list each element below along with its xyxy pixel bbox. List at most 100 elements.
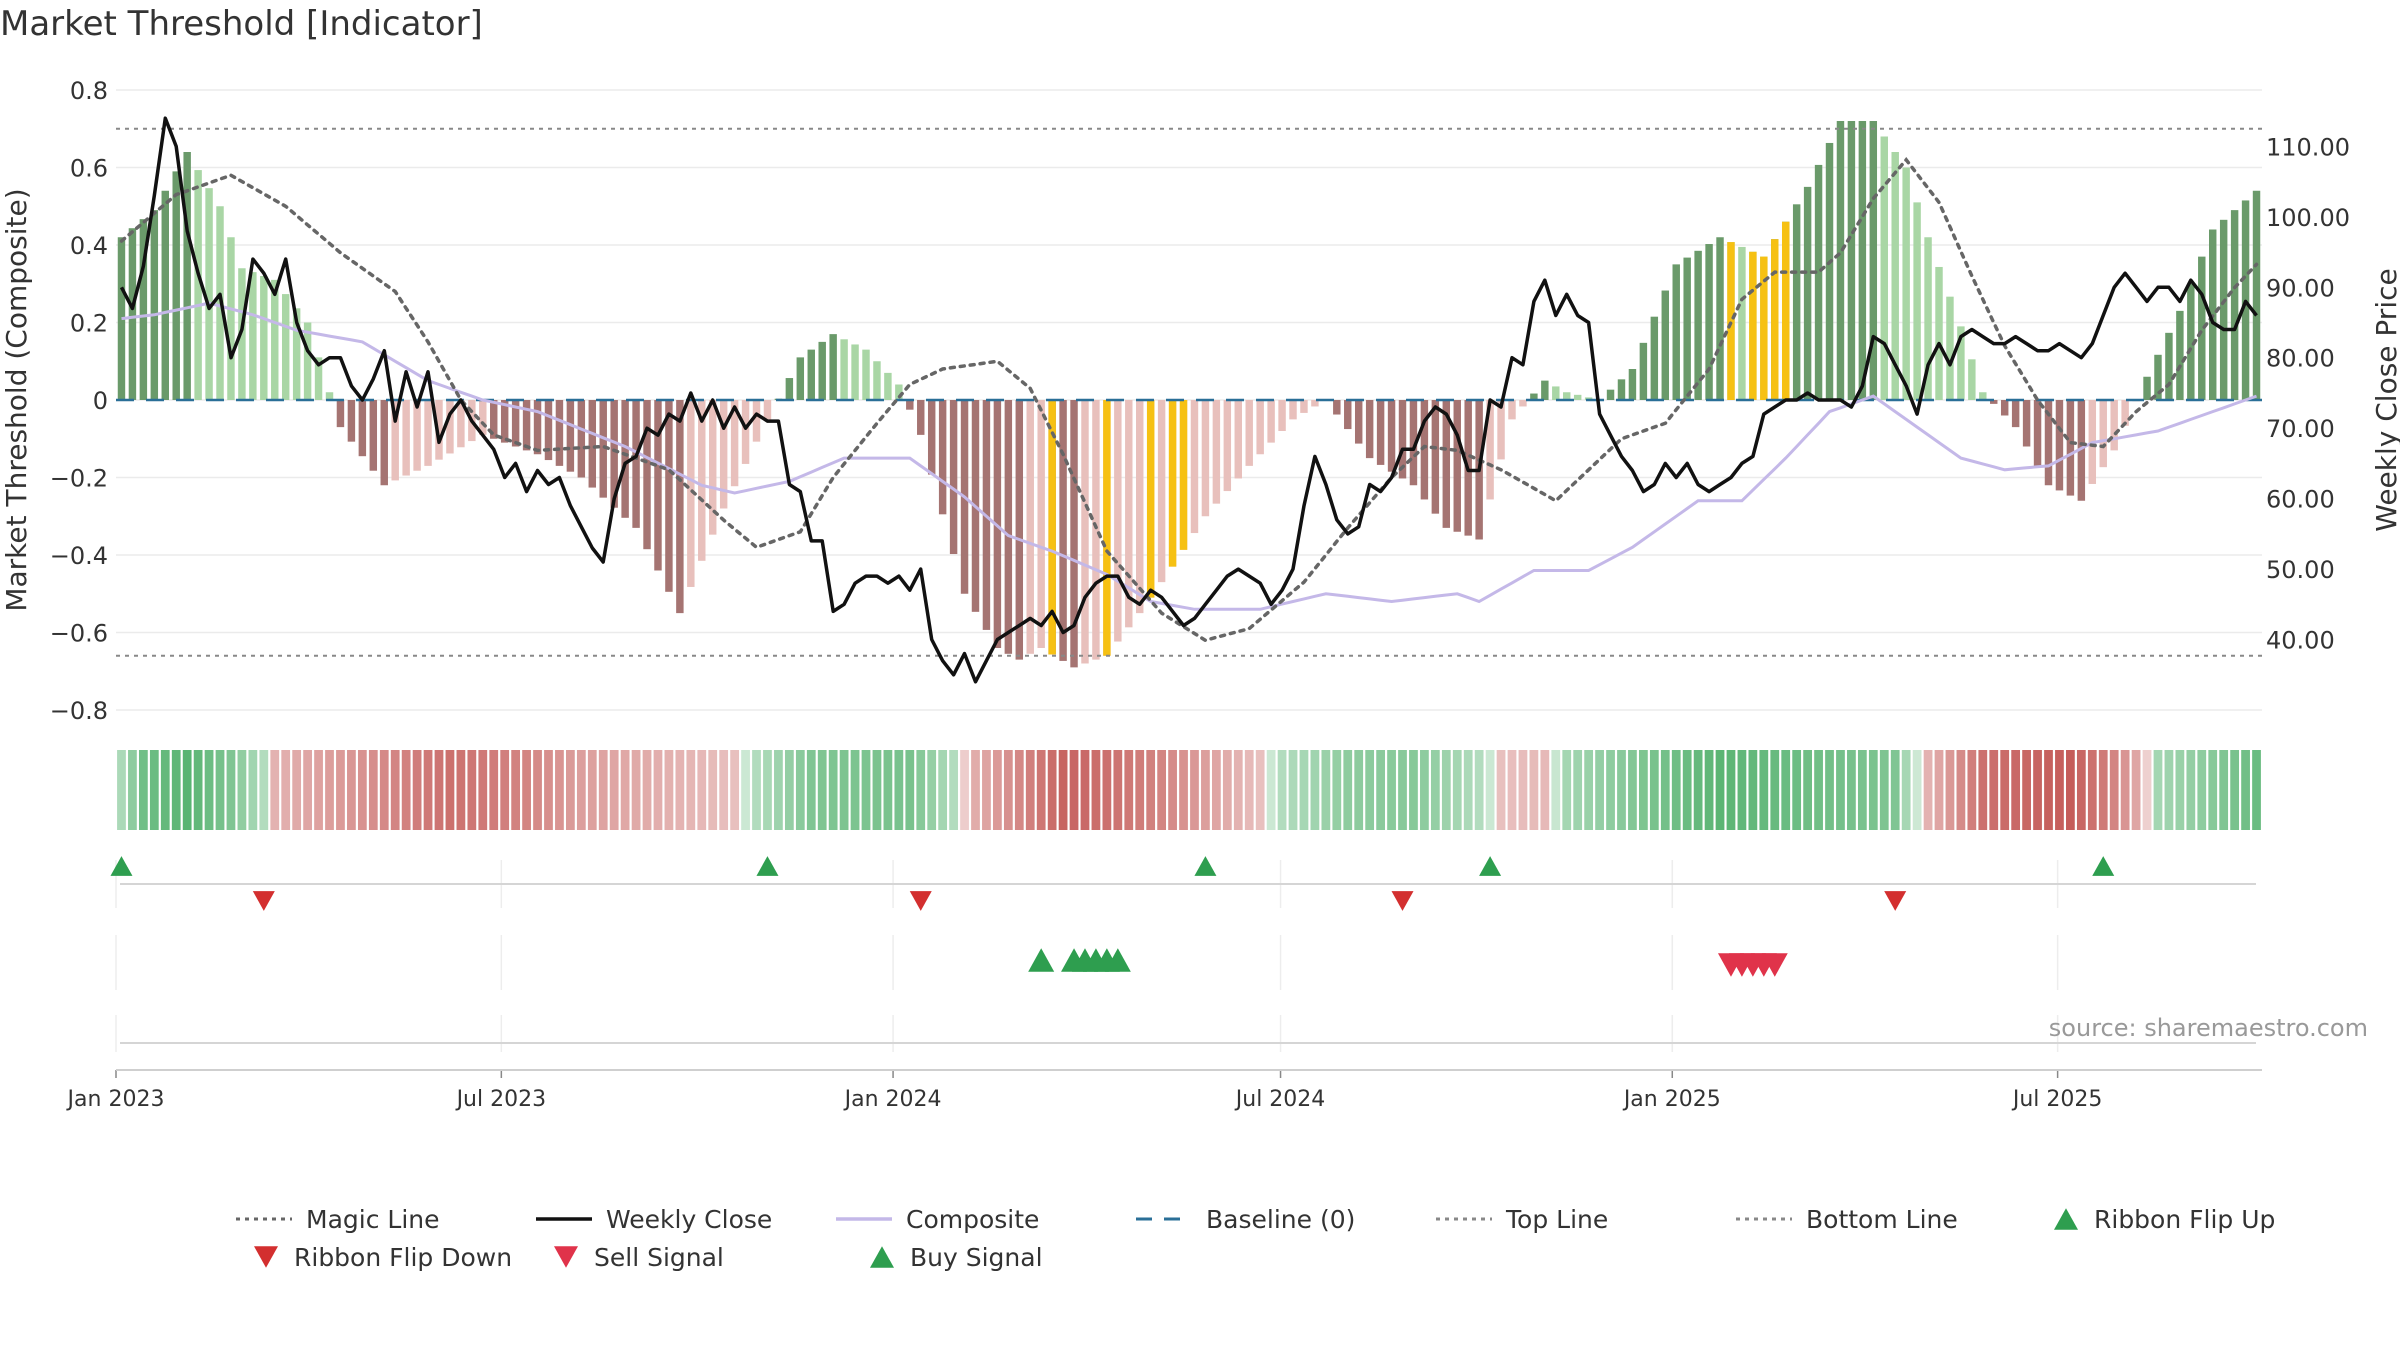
x-tick-label: Jul 2024 — [1234, 1087, 1326, 1112]
ribbon-cell — [576, 750, 586, 830]
histogram-bar — [719, 400, 728, 509]
histogram-bar — [927, 400, 936, 475]
y2-tick-label: 50.00 — [2266, 556, 2335, 584]
ribbon-cell — [927, 750, 937, 830]
ribbon-cell — [2164, 750, 2174, 830]
ribbon-cell — [872, 750, 882, 830]
chart-title: Market Threshold [Indicator] — [0, 4, 483, 44]
histogram-bar — [654, 400, 662, 571]
y2-axis-label: Weekly Close Price — [2370, 268, 2400, 531]
ribbon-cell — [566, 750, 575, 830]
ribbon-cell — [1792, 750, 1802, 830]
x-tick-label: Jul 2025 — [2011, 1087, 2103, 1112]
ribbon-cell — [719, 750, 729, 830]
y-tick-label: 0.6 — [70, 155, 108, 183]
histogram-bar — [194, 170, 202, 400]
ribbon-cell — [138, 750, 148, 830]
ribbon-cell — [1518, 750, 1528, 830]
ribbon-cell — [664, 750, 674, 830]
histogram-bar — [1125, 400, 1133, 628]
ribbon-cell — [1398, 750, 1407, 830]
histogram-bar — [1387, 400, 1396, 472]
histogram-bar — [2154, 354, 2162, 400]
ribbon-cell — [1507, 750, 1517, 830]
extreme-bar — [1146, 400, 1155, 598]
histogram-bar — [1157, 400, 1166, 583]
histogram-bar — [1092, 400, 1100, 660]
ribbon-cell — [1617, 750, 1626, 830]
ribbon-cell — [522, 750, 531, 830]
histogram-bar — [402, 400, 410, 476]
ribbon-cell — [1277, 750, 1287, 830]
histogram-bar — [851, 344, 859, 400]
histogram-bar — [698, 400, 706, 561]
histogram-bar — [1891, 152, 1899, 400]
ribbon-cell — [2087, 750, 2097, 830]
sell-signal-marker — [1761, 953, 1788, 977]
ribbon-cell — [1409, 750, 1418, 830]
histogram-bar — [752, 400, 761, 442]
ribbon-cell — [193, 750, 203, 830]
histogram-bar — [1946, 296, 1954, 400]
ribbon-cell — [434, 750, 444, 830]
legend-marker-icon — [554, 1246, 578, 1268]
ribbon-cell — [2175, 750, 2185, 830]
histogram-bar — [205, 188, 213, 400]
histogram-bar — [1311, 400, 1319, 407]
ribbon-cell — [1047, 750, 1057, 830]
ribbon-cell — [2109, 750, 2119, 830]
histogram-bar — [2143, 376, 2151, 400]
histogram-bar — [1530, 393, 1538, 400]
ribbon-cell — [993, 750, 1002, 830]
extreme-bar — [1771, 239, 1779, 400]
histogram-bar — [1979, 392, 1987, 400]
ribbon-cell — [795, 750, 805, 830]
ribbon-cell — [128, 750, 137, 830]
histogram-bar — [347, 400, 356, 442]
ribbon-cell — [1584, 750, 1594, 830]
ribbon-cell — [1967, 750, 1977, 830]
histogram-bar — [1234, 400, 1242, 479]
histogram-bar — [1869, 121, 1878, 400]
histogram-bar — [1267, 400, 1275, 443]
ribbon-flip-down-marker — [1391, 891, 1414, 911]
histogram-bar — [1902, 167, 1910, 400]
histogram-bar — [303, 322, 312, 400]
ribbon-cell — [1551, 750, 1561, 830]
x-tick-label: Jul 2023 — [455, 1087, 547, 1112]
ribbon-cell — [1069, 750, 1079, 830]
histogram-bar — [676, 400, 684, 614]
ribbon-cell — [2000, 750, 2010, 830]
y-tick-label: 0.4 — [70, 232, 108, 260]
histogram-bar — [533, 400, 542, 455]
histogram-bar — [1617, 379, 1626, 400]
histogram-bar — [665, 400, 673, 592]
histogram-bar — [511, 400, 520, 447]
histogram-bar — [1694, 250, 1702, 400]
histogram-bar — [1650, 316, 1659, 400]
histogram-bar — [260, 276, 268, 400]
histogram-bar — [2044, 400, 2053, 486]
histogram-bar — [172, 171, 180, 400]
legend-marker-icon — [870, 1246, 894, 1268]
ribbon-cell — [2066, 750, 2075, 830]
histogram-bar — [446, 400, 454, 454]
ribbon-cell — [1857, 750, 1867, 830]
ribbon-cell — [1562, 750, 1572, 830]
histogram-bar — [249, 272, 257, 400]
ribbon-flip-up-marker — [1479, 856, 1502, 876]
histogram-bar — [566, 400, 575, 472]
ribbon-cell — [1124, 750, 1134, 830]
ribbon-cell — [1803, 750, 1812, 830]
ribbon-cell — [401, 750, 411, 830]
ribbon-cell — [467, 750, 477, 830]
histogram-bar — [314, 357, 323, 400]
ribbon-cell — [1945, 750, 1955, 830]
ribbon-cell — [1157, 750, 1167, 830]
ribbon-cell — [1770, 750, 1780, 830]
composite-line — [121, 301, 2258, 611]
histogram-bar — [1365, 400, 1374, 459]
histogram-bar — [2252, 190, 2261, 400]
histogram-bar — [139, 219, 148, 400]
histogram-bar — [479, 400, 487, 435]
